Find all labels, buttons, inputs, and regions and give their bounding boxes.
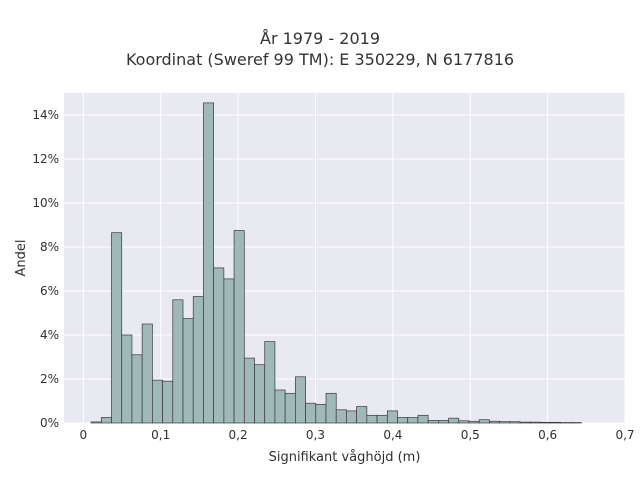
- histogram-bar: [417, 414, 429, 424]
- histogram-bar: [223, 278, 235, 424]
- x-tick-label: 0,4: [383, 428, 402, 442]
- histogram-bar: [438, 420, 449, 424]
- histogram-bar: [213, 267, 225, 424]
- histogram-bar: [111, 232, 123, 424]
- histogram-bar: [284, 392, 296, 424]
- histogram-bar: [397, 417, 409, 424]
- y-tick-label: 6%: [40, 284, 59, 298]
- histogram-bar: [305, 402, 317, 424]
- histogram-bar: [162, 380, 174, 424]
- histogram-bar: [100, 417, 112, 424]
- histogram-bar: [478, 419, 490, 424]
- histogram-bar: [254, 364, 266, 424]
- y-tick-label: 8%: [40, 240, 59, 254]
- y-tick-label: 12%: [32, 152, 59, 166]
- histogram-bar: [172, 299, 184, 424]
- histogram-bar: [90, 421, 102, 424]
- histogram-bar: [509, 421, 521, 424]
- y-tick-label: 2%: [40, 372, 59, 386]
- histogram-bar: [335, 409, 347, 424]
- x-tick-label: 0,7: [615, 428, 634, 442]
- histogram-bar: [182, 318, 194, 424]
- histogram-bar: [499, 421, 511, 424]
- histogram-bar: [376, 414, 388, 424]
- histogram-bar: [315, 403, 327, 424]
- histogram-bar: [346, 410, 357, 424]
- histogram-bar: [458, 420, 470, 424]
- x-tick-label: 0,6: [538, 428, 557, 442]
- histogram-bar: [141, 323, 153, 424]
- histogram-bar: [233, 230, 245, 424]
- histogram-bar: [550, 421, 562, 424]
- x-tick-label: 0,2: [229, 428, 248, 442]
- histogram-bar: [264, 341, 276, 424]
- histogram-bar: [356, 406, 368, 424]
- histogram-bar: [386, 410, 398, 424]
- x-axis-label: Signifikant våghöjd (m): [269, 450, 421, 465]
- y-tick-label: 0%: [40, 416, 59, 430]
- histogram-bar: [121, 334, 133, 424]
- plot-area: [64, 93, 625, 423]
- histogram-bar: [243, 357, 255, 424]
- x-tick-label: 0,5: [461, 428, 480, 442]
- x-tick-label: 0,1: [151, 428, 170, 442]
- x-tick-label: 0,3: [306, 428, 325, 442]
- y-axis-label: Andel: [14, 240, 29, 277]
- histogram-bar: [489, 420, 500, 424]
- histogram-bar: [274, 389, 286, 424]
- histogram-bar: [468, 420, 480, 424]
- histogram-bar: [152, 379, 163, 424]
- y-tick-label: 10%: [32, 196, 59, 210]
- histogram-bar: [519, 421, 531, 424]
- y-tick-label: 4%: [40, 328, 59, 342]
- histogram-bar: [192, 296, 204, 424]
- histogram-bar: [529, 421, 541, 424]
- histogram-bar: [325, 392, 337, 424]
- histogram-bar: [540, 421, 552, 424]
- histogram-bar: [203, 102, 215, 424]
- histogram-bar: [366, 414, 378, 424]
- histogram-bar: [407, 417, 419, 424]
- histogram-bar: [131, 354, 143, 424]
- x-tick-label: 0: [80, 428, 88, 442]
- histogram-bar: [448, 417, 460, 424]
- y-tick-label: 14%: [32, 108, 59, 122]
- chart-subtitle: Koordinat (Sweref 99 TM): E 350229, N 61…: [125, 50, 515, 69]
- histogram-bar: [427, 420, 439, 424]
- histogram-bar: [295, 376, 306, 424]
- chart-title: År 1979 - 2019: [260, 29, 380, 48]
